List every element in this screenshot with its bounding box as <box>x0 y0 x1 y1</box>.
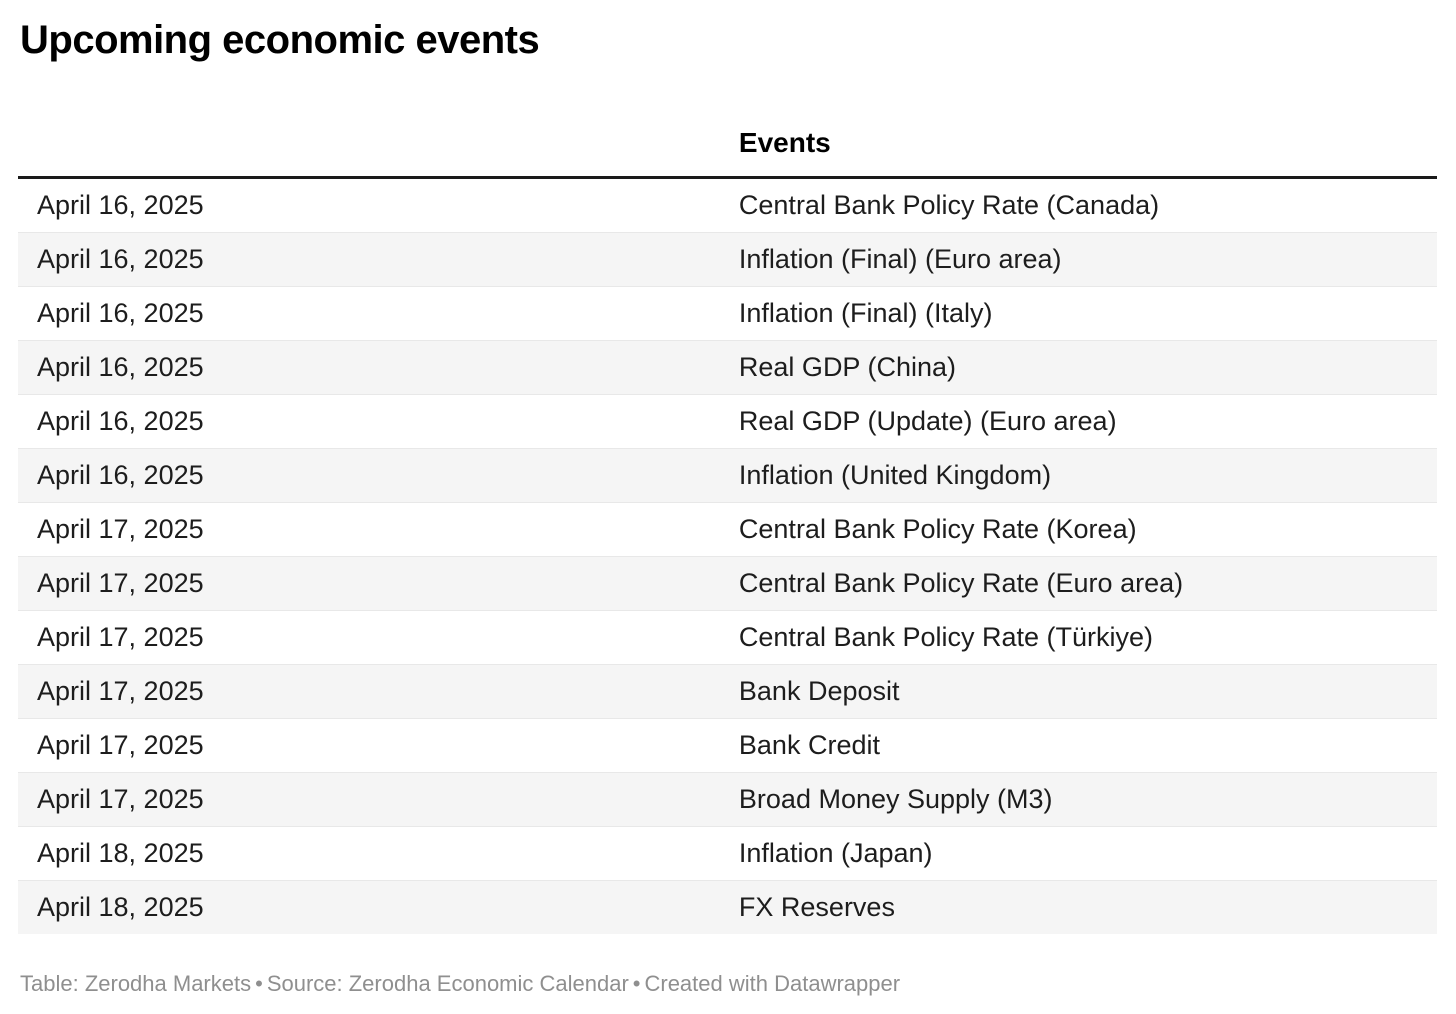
table-row: April 17, 2025 Central Bank Policy Rate … <box>18 502 1437 557</box>
table-row: April 18, 2025 FX Reserves <box>18 880 1437 934</box>
table-byline: Table: Zerodha Markets <box>20 971 252 996</box>
table-row: April 18, 2025 Inflation (Japan) <box>18 826 1437 881</box>
table-row: April 16, 2025 Central Bank Policy Rate … <box>18 178 1437 233</box>
table-row: April 17, 2025 Central Bank Policy Rate … <box>18 556 1437 611</box>
events-table: Events April 16, 2025 Central Bank Polic… <box>18 64 1437 934</box>
date-cell: April 16, 2025 <box>18 394 729 449</box>
date-cell: April 17, 2025 <box>18 610 729 665</box>
event-cell: Inflation (Final) (Euro area) <box>728 232 1437 287</box>
date-cell: April 17, 2025 <box>18 502 729 557</box>
footer-attribution: Table: Zerodha Markets • Source: Zerodha E… <box>20 970 1436 998</box>
table-row: April 16, 2025 Real GDP (China) <box>18 340 1437 395</box>
datawrapper-credit-link[interactable]: Created with Datawrapper <box>644 971 901 996</box>
table-row: April 17, 2025 Broad Money Supply (M3) <box>18 772 1437 827</box>
source-link[interactable]: Source: Zerodha Economic Calendar <box>266 971 629 996</box>
table-row: April 17, 2025 Bank Deposit <box>18 664 1437 719</box>
date-cell: April 17, 2025 <box>18 664 729 719</box>
event-cell: Central Bank Policy Rate (Canada) <box>738 190 1160 220</box>
table-header: Events <box>18 64 1437 179</box>
event-cell: Central Bank Policy Rate (Euro area) <box>728 556 1437 611</box>
date-cell: April 18, 2025 <box>18 826 729 881</box>
table-row: April 16, 2025 Inflation (Final) (Italy) <box>18 286 1437 341</box>
footer-separator: • <box>632 971 641 996</box>
event-cell: Inflation (Japan) <box>728 826 1437 881</box>
date-cell: April 16, 2025 <box>18 286 729 341</box>
page-title: Upcoming economic events <box>20 18 540 62</box>
table-row: April 16, 2025 Real GDP (Update) (Euro a… <box>18 394 1437 449</box>
event-cell: Central Bank Policy Rate (Korea) <box>728 502 1437 557</box>
event-cell: Broad Money Supply (M3) <box>728 772 1437 827</box>
events-column-header: Events <box>728 64 1437 179</box>
date-cell: April 16, 2025 <box>18 448 729 503</box>
event-cell: Real GDP (Update) (Euro area) <box>728 394 1437 449</box>
date-cell: April 16, 2025 <box>18 232 729 287</box>
date-cell: April 16, 2025 <box>37 190 204 220</box>
event-cell: Inflation (Final) (Italy) <box>728 286 1437 341</box>
event-cell: Real GDP (China) <box>728 340 1437 395</box>
table-row: April 17, 2025 Bank Credit <box>18 718 1437 773</box>
header-row: Events <box>18 64 1437 179</box>
date-cell: April 17, 2025 <box>18 556 729 611</box>
date-cell: April 17, 2025 <box>18 718 729 773</box>
table-row: April 16, 2025 Inflation (United Kingdom… <box>18 448 1437 503</box>
table-row: April 16, 2025 Inflation (Final) (Euro a… <box>18 232 1437 287</box>
date-column-header <box>18 64 729 179</box>
table-body: April 16, 2025 Central Bank Policy Rate … <box>18 178 1437 934</box>
date-cell: April 18, 2025 <box>18 880 729 934</box>
event-cell: Central Bank Policy Rate (Türkiye) <box>728 610 1437 665</box>
events-table-container: Events April 16, 2025 Central Bank Polic… <box>18 64 1437 934</box>
date-cell: April 16, 2025 <box>18 340 729 395</box>
event-cell: Bank Deposit <box>728 664 1437 719</box>
event-cell: Inflation (United Kingdom) <box>728 448 1437 503</box>
footer-separator: • <box>255 971 263 996</box>
table-row: April 17, 2025 Central Bank Policy Rate … <box>18 610 1437 665</box>
date-cell: April 17, 2025 <box>18 772 729 827</box>
event-cell: Bank Credit <box>728 718 1437 773</box>
event-cell: FX Reserves <box>728 880 1437 934</box>
